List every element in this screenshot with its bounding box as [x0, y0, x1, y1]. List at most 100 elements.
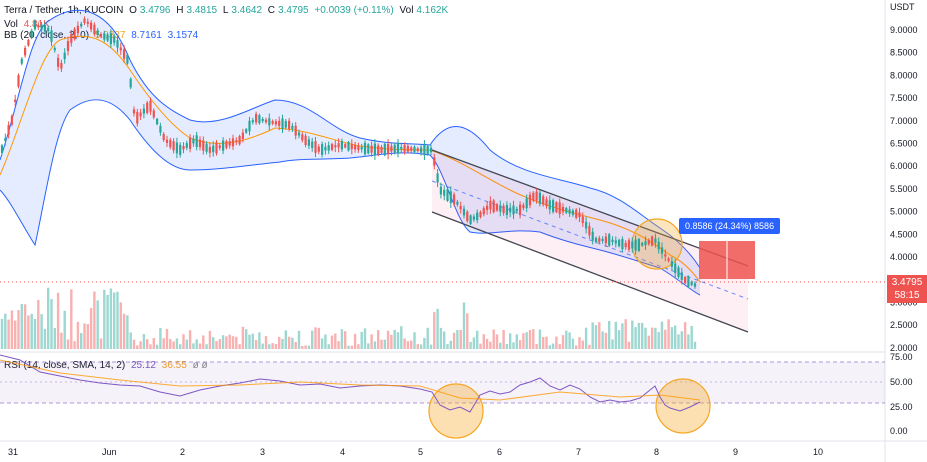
volume-bar	[185, 339, 188, 349]
candle-body	[641, 242, 644, 246]
volume-bar	[113, 292, 116, 349]
candle-body	[456, 201, 459, 205]
volume-bar	[614, 321, 617, 349]
candle-body	[651, 236, 654, 246]
volume-bar	[281, 338, 284, 349]
candle-body	[231, 138, 235, 147]
volume-bar	[235, 336, 238, 349]
candle-body	[149, 100, 152, 112]
symbol-header[interactable]: Terra / Tether, 1h, KUCOIN O 3.4796 H 3.48…	[4, 5, 451, 17]
candle-body	[627, 240, 631, 250]
volume-bar	[631, 320, 634, 349]
candle-body	[291, 125, 294, 129]
candle-body	[449, 191, 452, 204]
candle-body	[393, 144, 396, 153]
volume-bar	[60, 332, 63, 349]
volume-bar	[482, 334, 485, 349]
candle-body	[594, 237, 598, 243]
volume-bar	[413, 332, 416, 349]
volume-bar	[581, 340, 584, 349]
volume-bar	[327, 344, 330, 349]
volume-bar	[129, 332, 132, 349]
volume-bar	[337, 341, 340, 349]
candle-body	[390, 146, 393, 152]
candle-body	[271, 120, 274, 124]
volume-bar	[601, 331, 604, 349]
price-tick-label: 4.5000	[890, 229, 918, 239]
candle-body	[66, 41, 70, 51]
candle-body	[476, 212, 479, 221]
volume-bar	[284, 330, 287, 349]
channel-fill	[432, 150, 748, 332]
volume-bar	[119, 302, 122, 349]
volume-bar	[231, 336, 235, 349]
candle-body	[195, 135, 198, 147]
rsi-tick-label: 50.00	[890, 377, 913, 387]
time-tick-label: 10	[813, 447, 823, 457]
volume-bar	[588, 344, 591, 349]
volume-bar	[551, 343, 555, 349]
candle-body	[614, 240, 617, 244]
candle-body	[420, 147, 423, 153]
bollinger-fill	[0, 10, 700, 295]
candle-body	[321, 144, 324, 155]
volume-bar	[254, 340, 258, 349]
volume-legend[interactable]: Vol 4.81K	[4, 19, 53, 31]
price-tick-label: 2.0000	[890, 343, 918, 353]
candle-body	[462, 208, 466, 216]
candle-body	[324, 146, 327, 151]
volume-bar	[594, 325, 598, 349]
last-price-tag: 3.4795 58:15	[887, 275, 927, 303]
candle-body	[519, 204, 522, 216]
candle-body	[618, 239, 621, 247]
candle-body	[578, 212, 581, 218]
candle-body	[439, 186, 442, 195]
volume-bar	[492, 329, 495, 349]
volume-bar	[86, 324, 89, 349]
volume-bar	[347, 345, 350, 349]
volume-label: Vol	[399, 5, 414, 16]
volume-bar	[627, 341, 631, 349]
candle-body	[248, 120, 251, 132]
volume-bar	[304, 345, 307, 349]
volume-bar	[591, 322, 594, 349]
candle-body	[581, 216, 584, 224]
volume-bar	[558, 344, 561, 349]
candle-body	[80, 23, 83, 27]
candle-body	[443, 189, 446, 196]
candle-body	[317, 146, 320, 152]
candle-body	[410, 147, 413, 151]
volume-bar	[106, 294, 109, 349]
candle-body	[10, 115, 13, 125]
candle-body	[528, 194, 532, 206]
volume-bar	[294, 341, 297, 349]
volume-bar	[162, 338, 165, 349]
volume-bar	[291, 337, 294, 349]
volume-bar	[297, 330, 301, 349]
candle-body	[561, 206, 565, 212]
volume-bar	[116, 291, 119, 349]
volume-bar	[146, 339, 149, 349]
volume-bar	[301, 345, 304, 349]
candle-body	[387, 144, 390, 155]
volume-bar	[287, 336, 291, 349]
candle-body	[370, 145, 373, 153]
candle-body	[637, 239, 640, 251]
candle-body	[189, 137, 192, 149]
rsi-legend[interactable]: RSI (14, close, SMA, 14, 2) 25.12 36.55 …	[4, 360, 211, 372]
candle-body	[654, 238, 657, 243]
candle-body	[436, 173, 439, 183]
candle-body	[327, 145, 330, 151]
volume-bar	[344, 331, 347, 349]
candle-body	[24, 47, 27, 56]
symbol-title[interactable]: Terra / Tether, 1h, KUCOIN	[4, 5, 124, 16]
rsi-sma-line	[0, 359, 701, 401]
highlight-circle-rsi-2	[655, 378, 711, 434]
volume-bar	[654, 327, 657, 349]
candle-body	[469, 215, 472, 225]
volume-row-value: 4.81K	[23, 19, 50, 30]
volume-bar	[241, 326, 245, 349]
candle-body	[73, 28, 76, 40]
volume-bar	[568, 332, 571, 349]
